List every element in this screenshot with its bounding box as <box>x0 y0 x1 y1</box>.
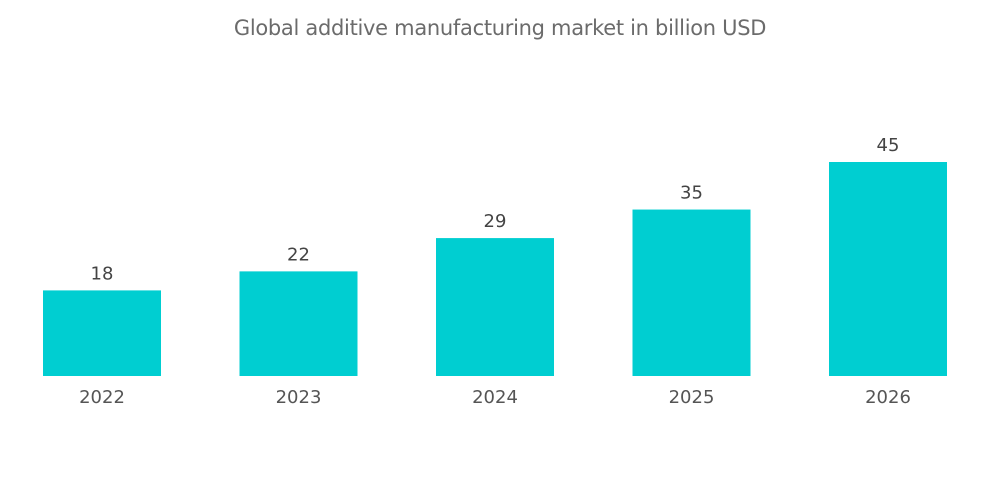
data-label-2023: 22 <box>287 244 310 265</box>
bar-2022 <box>43 290 161 376</box>
data-label-2024: 29 <box>484 211 507 232</box>
x-tick-label-2024: 2024 <box>472 387 518 408</box>
bar-2023 <box>239 271 358 376</box>
bar-2025 <box>632 209 751 376</box>
x-tick-label-2022: 2022 <box>79 387 125 408</box>
x-tick-label-2026: 2026 <box>865 387 911 408</box>
x-tick-label-2025: 2025 <box>669 387 715 408</box>
bar-2024 <box>436 238 554 376</box>
data-label-2026: 45 <box>877 135 900 156</box>
data-label-2022: 18 <box>91 263 114 284</box>
bar-2026 <box>829 162 947 376</box>
data-label-2025: 35 <box>680 183 703 204</box>
x-tick-label-2023: 2023 <box>276 387 322 408</box>
chart-title: Global additive manufacturing market in … <box>233 16 767 40</box>
